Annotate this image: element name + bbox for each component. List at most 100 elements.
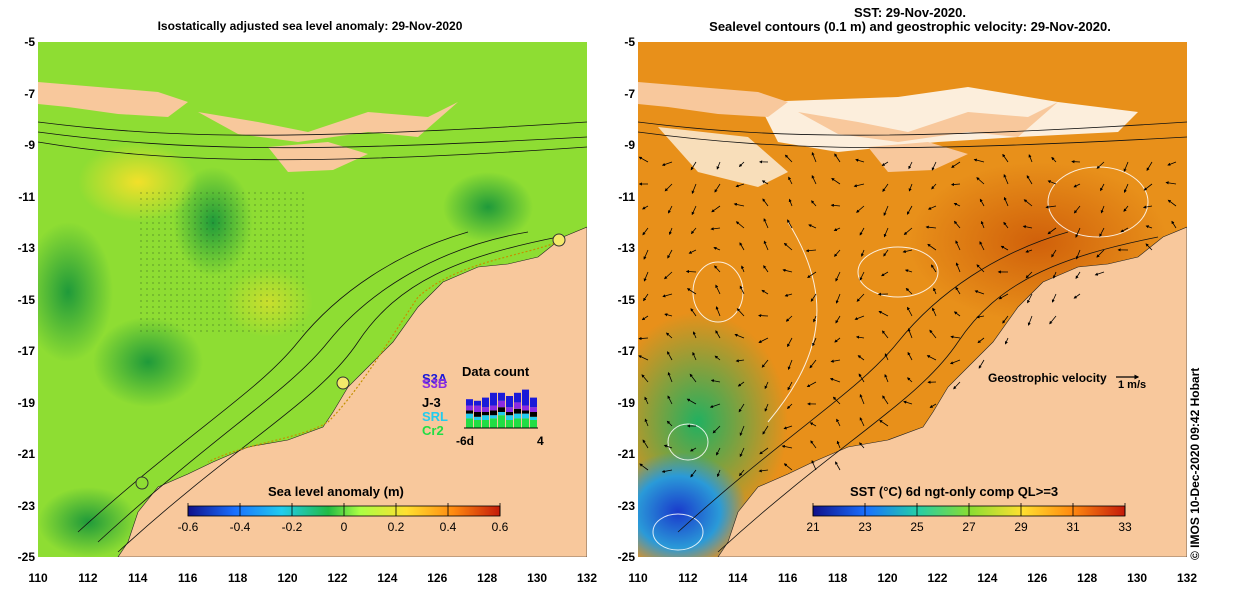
velocity-arrow xyxy=(1171,220,1177,229)
data-count-bar-segment xyxy=(522,389,529,406)
colorbar-tick-label: 0 xyxy=(341,520,348,534)
velocity-arrow xyxy=(1142,205,1153,209)
velocity-arrow xyxy=(1023,199,1033,207)
velocity-arrow xyxy=(1073,205,1081,214)
right-lat-tick: -15 xyxy=(617,292,635,307)
velocity-arrow xyxy=(835,271,841,282)
velocity-arrow xyxy=(1049,315,1057,325)
velocity-arrow xyxy=(666,420,673,427)
velocity-legend: Geostrophic velocity 1 m/s xyxy=(988,371,1146,391)
data-count-bar-segment xyxy=(498,415,505,428)
left-lon-tick: 130 xyxy=(527,571,548,585)
velocity-arrow xyxy=(881,330,889,339)
data-count-bar-segment xyxy=(466,418,473,428)
velocity-arrow xyxy=(787,359,793,371)
velocity-arrow xyxy=(856,205,865,213)
velocity-arrow xyxy=(903,227,913,235)
velocity-arrow xyxy=(834,337,841,343)
velocity-arrow xyxy=(1003,174,1009,185)
right-lon-tick: 130 xyxy=(1127,571,1148,585)
data-count-bar-segment xyxy=(490,392,497,406)
velocity-arrow xyxy=(879,419,889,427)
velocity-arrow xyxy=(974,290,985,295)
velocity-arrow xyxy=(1002,315,1009,324)
velocity-arrow xyxy=(878,311,889,317)
velocity-arrow xyxy=(761,359,769,368)
velocity-arrow xyxy=(1146,161,1153,171)
velocity-arrow xyxy=(689,447,697,452)
velocity-arrow xyxy=(953,311,961,317)
right-lon-tick: 126 xyxy=(1027,571,1048,585)
data-count-bar-segment xyxy=(482,420,489,428)
velocity-arrow xyxy=(665,332,673,339)
velocity-arrow xyxy=(884,373,889,383)
velocity-arrow xyxy=(783,242,793,251)
timor-island xyxy=(268,142,368,172)
cloud-mask xyxy=(658,127,788,187)
velocity-arrow xyxy=(1123,183,1129,193)
velocity-arrow xyxy=(902,249,913,254)
left-lon-tick: 112 xyxy=(78,571,98,585)
velocity-arrow xyxy=(715,284,721,295)
velocity-arrow xyxy=(787,381,793,391)
sst-colorbar: SST (°C) 6d ngt-only comp QL>=3 21 23 25 27… xyxy=(806,484,1132,534)
velocity-arrow xyxy=(1025,271,1033,279)
velocity-arrow xyxy=(781,444,793,449)
velocity-arrow xyxy=(976,264,985,273)
velocity-arrow xyxy=(716,447,721,456)
velocity-arrow xyxy=(930,264,937,273)
data-count-bar-segment xyxy=(530,407,537,412)
velocity-arrow xyxy=(763,265,769,273)
colorbar-tick-label: 25 xyxy=(910,520,924,534)
velocity-arrow xyxy=(638,355,649,361)
colorbar-tick-label: 23 xyxy=(858,520,872,534)
left-lat-tick: -23 xyxy=(17,498,35,513)
right-lat-tick: -11 xyxy=(618,189,635,204)
velocity-arrow xyxy=(857,355,865,361)
left-lat-tick: -13 xyxy=(17,241,35,255)
data-count-bar-segment xyxy=(498,407,505,412)
velocity-arrow xyxy=(782,268,793,273)
velocity-arrow xyxy=(998,293,1009,300)
velocity-arrow xyxy=(811,175,817,185)
velocity-arrow xyxy=(667,351,673,361)
velocity-arrow xyxy=(931,183,937,190)
velocity-arrow xyxy=(1028,154,1033,163)
data-count-bar-segment xyxy=(498,412,505,416)
left-lon-tick: 120 xyxy=(277,571,298,585)
right-lon-tick: 110 xyxy=(628,571,648,585)
velocity-arrow xyxy=(932,307,937,317)
velocity-arrow xyxy=(1123,161,1129,172)
velocity-arrow xyxy=(735,359,745,363)
velocity-arrow xyxy=(784,293,793,297)
right-lon-tick: 128 xyxy=(1077,571,1098,585)
data-count-bar-segment xyxy=(466,399,473,406)
velocity-arrow xyxy=(806,381,817,388)
velocity-arrow xyxy=(811,200,817,207)
left-map-title: Isostatically adjusted sea level anomaly… xyxy=(157,19,463,33)
data-count-bar-segment xyxy=(490,415,497,419)
velocity-arrow xyxy=(808,224,817,229)
velocity-arrow xyxy=(927,205,937,210)
velocity-arrow xyxy=(1051,293,1057,303)
velocity-arrow xyxy=(881,161,889,166)
velocity-arrow xyxy=(908,161,913,170)
velocity-arrow xyxy=(710,379,721,383)
velocity-arrow xyxy=(735,183,745,188)
velocity-arrow xyxy=(809,359,817,369)
velocity-arrow xyxy=(641,315,649,321)
velocity-arrow xyxy=(805,249,817,253)
right-lat-tick: -25 xyxy=(617,550,635,564)
velocity-arrow xyxy=(856,293,865,302)
right-lon-tick: 116 xyxy=(778,571,798,585)
left-lat-tick: -9 xyxy=(24,138,35,152)
data-count-bar-segment xyxy=(490,410,497,416)
velocity-arrow xyxy=(667,371,673,383)
velocity-arrow xyxy=(787,219,793,229)
velocity-arrow xyxy=(884,353,889,361)
velocity-arrow xyxy=(690,308,697,317)
velocity-arrow xyxy=(903,400,913,405)
velocity-arrow xyxy=(1075,249,1081,260)
data-count-bar-segment xyxy=(514,413,521,419)
velocity-arrow xyxy=(638,336,649,341)
